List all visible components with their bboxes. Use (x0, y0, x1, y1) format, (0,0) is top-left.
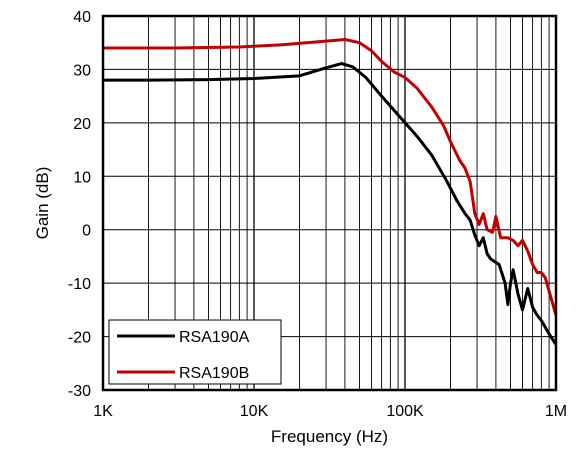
series-line-rsa190b (103, 38, 558, 316)
x-tick-label: 100K (386, 403, 424, 420)
y-tick-label: -30 (68, 383, 91, 400)
series-layer (103, 38, 558, 346)
y-tick-label: -20 (68, 330, 91, 347)
y-tick-label: 20 (73, 116, 91, 133)
legend: RSA190A RSA190B (108, 319, 282, 385)
legend-box (108, 319, 282, 385)
y-tick-label: 30 (73, 62, 91, 79)
y-tick-label: 10 (73, 169, 91, 186)
y-tick-label: -10 (68, 276, 91, 293)
legend-label-rsa190b: RSA190B (179, 365, 249, 382)
x-tick-label: 10K (240, 403, 269, 420)
plot-border (101, 14, 558, 392)
series-line-rsa190a (103, 62, 558, 346)
x-axis-title: Frequency (Hz) (271, 427, 388, 446)
x-tick-label: 1M (545, 403, 567, 420)
y-tick-label: 40 (73, 9, 91, 26)
y-tick-label: 0 (82, 223, 91, 240)
y-axis-title: Gain (dB) (33, 167, 52, 240)
x-tick-label: 1K (93, 403, 113, 420)
legend-label-rsa190a: RSA190A (179, 329, 250, 346)
